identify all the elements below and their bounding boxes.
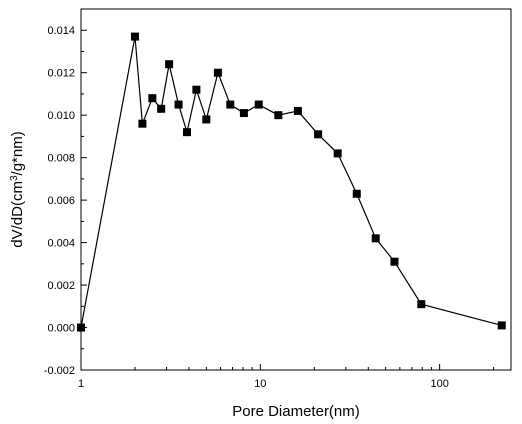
y-tick-label: 0.004	[47, 238, 75, 250]
data-point	[130, 32, 139, 41]
data-point	[174, 100, 183, 109]
data-point	[371, 234, 380, 243]
data-point	[254, 100, 263, 109]
y-tick-label: 0.008	[47, 153, 75, 165]
data-point	[148, 94, 157, 103]
plot-frame	[80, 8, 512, 371]
x-tick-label: 1	[78, 378, 84, 390]
data-point	[202, 115, 211, 124]
y-axis-title-superscript: 3	[9, 175, 20, 181]
y-tick-label: -0.002	[44, 365, 75, 377]
data-point	[239, 109, 248, 118]
data-point	[182, 128, 191, 137]
x-tick-label: 10	[254, 378, 266, 390]
data-point	[157, 104, 166, 113]
x-axis-ticks: 1 10 100	[78, 364, 495, 390]
y-tick-label: 0.010	[47, 110, 75, 122]
y-axis-title: dV/dD(cm3/g*nm)	[9, 131, 27, 247]
data-point	[138, 119, 147, 128]
y-tick-label: 0.000	[47, 323, 75, 335]
y-axis-title-part-2: /g*nm)	[9, 131, 26, 175]
data-point	[192, 85, 201, 94]
x-axis-title: Pore Diameter(nm)	[232, 403, 360, 420]
y-axis-title-part-1: dV/dD(cm	[9, 181, 26, 248]
data-point	[390, 257, 399, 266]
data-point	[417, 300, 426, 309]
y-axis-ticks: -0.002 0.000 0.002 0.004 0.006 0.008 0.010 0.01…	[44, 25, 87, 377]
data-point	[213, 68, 222, 77]
x-tick-label: 100	[430, 378, 448, 390]
data-point	[77, 323, 85, 332]
y-tick-label: 0.012	[47, 68, 75, 80]
series-line	[80, 36, 502, 328]
y-tick-label: 0.014	[47, 25, 75, 37]
data-point	[352, 189, 361, 198]
data-point	[226, 100, 235, 109]
data-point	[314, 130, 323, 139]
data-point	[497, 321, 506, 330]
data-point	[333, 149, 342, 158]
series-group	[77, 32, 506, 332]
data-point	[293, 106, 302, 115]
data-point	[274, 111, 283, 120]
data-point	[165, 60, 174, 69]
y-tick-label: 0.002	[47, 280, 75, 292]
y-tick-label: 0.006	[47, 195, 75, 207]
